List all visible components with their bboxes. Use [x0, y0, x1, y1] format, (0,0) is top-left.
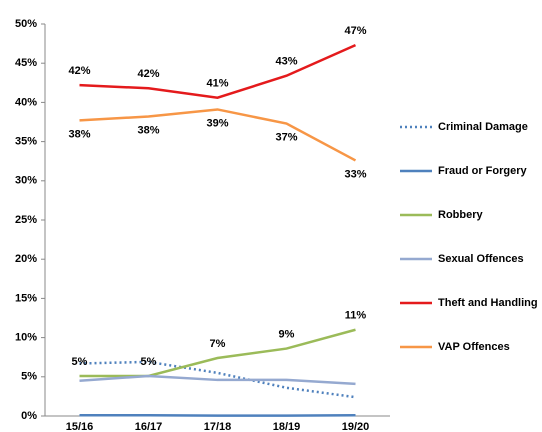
- y-tick-label: 25%: [15, 214, 37, 226]
- y-tick-label: 30%: [15, 175, 37, 187]
- x-tick-label: 16/17: [135, 421, 163, 432]
- data-label: 42%: [68, 65, 90, 77]
- legend-label: Criminal Damage: [438, 121, 528, 133]
- x-tick-label: 19/20: [342, 421, 370, 432]
- legend-label: Fraud or Forgery: [438, 165, 528, 177]
- data-label: 7%: [210, 338, 226, 350]
- legend-label: Sexual Offences: [438, 253, 524, 265]
- y-tick-label: 40%: [15, 96, 37, 108]
- data-label: 9%: [279, 328, 295, 340]
- y-tick-label: 35%: [15, 136, 37, 148]
- series-line: [79, 108, 357, 162]
- y-tick-label: 5%: [21, 371, 37, 383]
- y-tick-label: 20%: [15, 253, 37, 265]
- series-line: [79, 44, 357, 99]
- series-line: [79, 360, 356, 399]
- data-label: 38%: [68, 128, 90, 140]
- x-tick-label: 15/16: [66, 421, 94, 432]
- y-tick-label: 15%: [15, 292, 37, 304]
- data-label: 11%: [345, 310, 367, 322]
- y-tick-label: 50%: [15, 18, 37, 30]
- series-line: [79, 328, 356, 378]
- data-label: 37%: [275, 131, 297, 143]
- y-tick-label: 10%: [15, 332, 37, 344]
- data-label: 39%: [206, 117, 228, 129]
- data-label: 47%: [344, 25, 366, 37]
- series-line: [79, 374, 356, 386]
- data-label: 38%: [137, 124, 159, 136]
- x-tick-label: 17/18: [204, 421, 232, 432]
- y-tick-label: 0%: [21, 410, 37, 422]
- y-tick-label: 45%: [15, 57, 37, 69]
- data-label: 41%: [206, 78, 228, 90]
- x-tick-label: 18/19: [273, 421, 301, 432]
- data-label: 5%: [72, 356, 88, 368]
- legend-label: Robbery: [438, 209, 484, 221]
- data-label: 43%: [275, 56, 297, 68]
- legend-label: Theft and Handling: [438, 297, 538, 309]
- data-label: 33%: [344, 168, 366, 180]
- data-label: 42%: [137, 68, 159, 80]
- legend-label: VAP Offences: [438, 341, 510, 353]
- data-label: 5%: [141, 356, 157, 368]
